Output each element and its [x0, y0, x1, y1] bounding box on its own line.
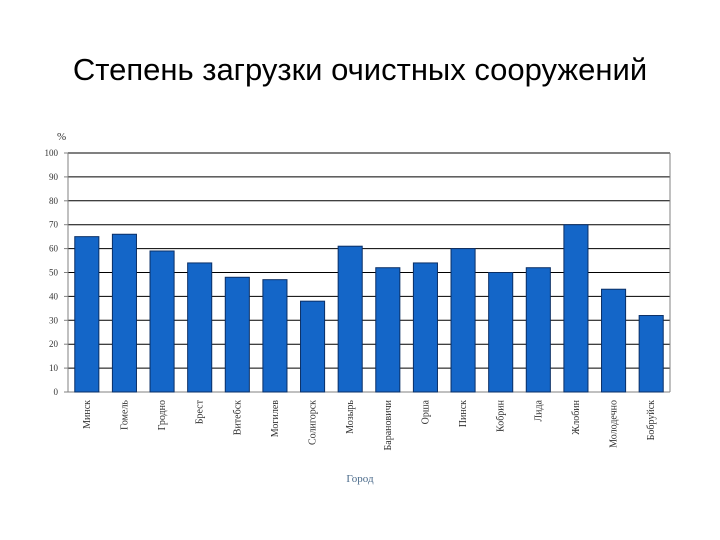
y-tick-label: 40	[49, 291, 59, 301]
x-tick-labels: Минск Гомель Гродно Брест Витебск Могилев Соли…	[82, 399, 657, 450]
bar	[525, 267, 551, 393]
y-tick-label: 90	[49, 172, 59, 182]
y-tick-label: 30	[49, 315, 59, 325]
bar	[375, 267, 401, 393]
bar	[412, 262, 438, 393]
bar	[111, 233, 137, 393]
y-axis-label: %	[57, 131, 66, 143]
bar	[74, 236, 100, 393]
bar	[337, 245, 363, 393]
x-tick-label: Кобрин	[496, 399, 507, 432]
bar	[450, 248, 476, 393]
bar	[262, 279, 288, 393]
slide-title: Степень загрузки очистных сооружений	[72, 52, 648, 87]
x-tick-label: Мозырь	[345, 400, 356, 434]
y-tick-label: 60	[49, 244, 59, 254]
y-tick-label: 80	[49, 196, 59, 206]
x-axis-label: Город	[346, 473, 374, 485]
bar	[563, 224, 589, 393]
x-tick-label: Молодечно	[609, 400, 620, 448]
x-tick-label: Бобруйск	[646, 400, 657, 440]
x-tick-label: Жлобин	[571, 399, 582, 434]
x-tick-label: Брест	[195, 399, 206, 424]
bar	[638, 315, 664, 393]
y-tick-label: 50	[49, 268, 59, 278]
x-tick-label: Гомель	[119, 400, 130, 430]
bar	[488, 272, 514, 393]
bar	[300, 300, 326, 393]
y-tick-label: 10	[49, 363, 59, 373]
x-tick-label: Могилев	[270, 400, 281, 438]
bars	[74, 224, 664, 393]
y-tick-label: 70	[49, 220, 59, 230]
x-tick-label: Витебск	[232, 400, 243, 435]
y-tick-label: 100	[45, 148, 59, 158]
y-tick-label: 20	[49, 339, 59, 349]
x-tick-label: Гродно	[157, 400, 168, 430]
bar	[187, 262, 213, 393]
bar	[601, 288, 627, 393]
x-tick-label: Минск	[82, 400, 93, 429]
y-tick-label: 0	[54, 387, 59, 397]
x-tick-label: Орша	[420, 399, 431, 424]
y-tick-labels: 0 10 20 30 40 50 60 70 80 90 100	[45, 148, 59, 397]
bar	[224, 276, 250, 393]
x-tick-label: Пинск	[458, 400, 469, 427]
x-tick-label: Барановичи	[383, 399, 394, 450]
x-tick-label: Лида	[533, 399, 544, 421]
x-tick-label: Солигорск	[308, 400, 319, 445]
bar	[149, 250, 175, 393]
